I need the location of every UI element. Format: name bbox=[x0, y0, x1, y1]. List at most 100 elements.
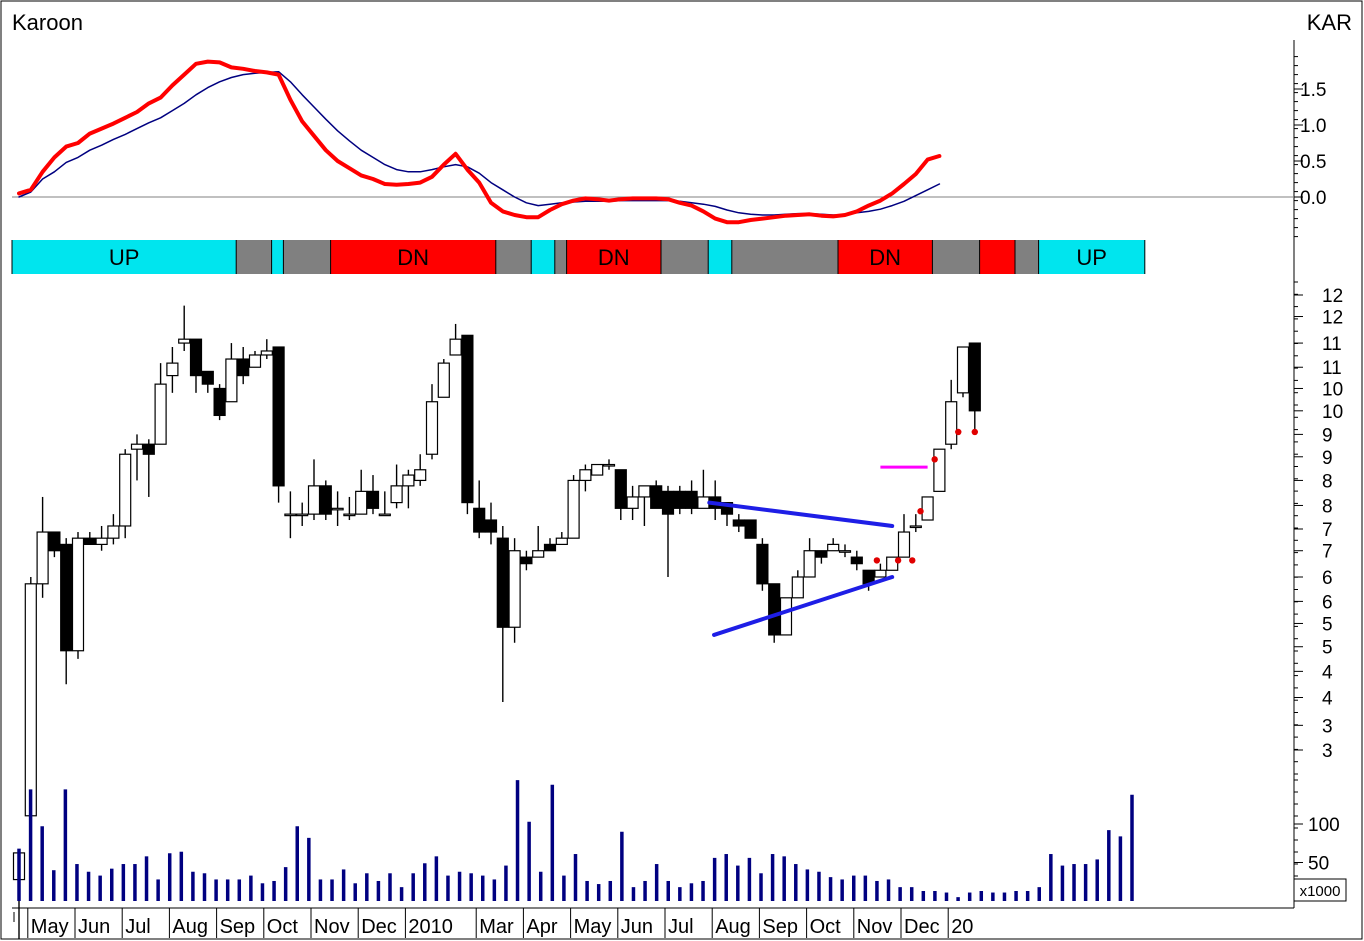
candle-down bbox=[673, 490, 686, 509]
x-axis-label: Jul bbox=[125, 916, 151, 938]
trend-segment-neutral bbox=[554, 240, 567, 274]
candle-down bbox=[496, 537, 509, 628]
candle-up bbox=[838, 550, 852, 553]
candle-down bbox=[237, 358, 250, 377]
candle-up bbox=[602, 463, 616, 467]
x-axis-label: Jul bbox=[668, 916, 694, 938]
x-axis-label: May bbox=[31, 916, 69, 938]
trend-band-panel: UP DN DN DN UP bbox=[11, 240, 1146, 274]
trend-segment-dn bbox=[838, 240, 933, 274]
price-tick-label: 10 bbox=[1322, 379, 1343, 400]
price-tick-label: 4 bbox=[1322, 662, 1333, 683]
price-tick-label: 9 bbox=[1322, 448, 1333, 469]
candle-up bbox=[956, 346, 970, 394]
x-axis-label: Aug bbox=[172, 916, 208, 938]
candle-up bbox=[296, 513, 309, 517]
price-tick-label: 12 bbox=[1322, 286, 1343, 307]
trend-segment-up bbox=[12, 240, 237, 274]
candle-up bbox=[355, 490, 368, 515]
signal-dot bbox=[955, 428, 962, 436]
signal-dot bbox=[873, 557, 881, 564]
price-tick-label: 4 bbox=[1322, 688, 1333, 709]
candle-down bbox=[614, 469, 627, 509]
candle-up bbox=[119, 453, 132, 527]
x-axis-label: 20 bbox=[951, 916, 973, 938]
price-tick-label: 3 bbox=[1322, 741, 1333, 762]
candle-up bbox=[508, 550, 521, 628]
price-tick-label: 6 bbox=[1322, 568, 1333, 589]
price-tick-label: 5 bbox=[1322, 638, 1333, 659]
candle-up bbox=[791, 576, 804, 599]
x-axis-label: Oct bbox=[810, 916, 842, 938]
candle-down bbox=[744, 519, 757, 539]
candle-down bbox=[720, 501, 734, 515]
candle-up bbox=[225, 358, 238, 403]
candle-up bbox=[921, 496, 934, 521]
candle-down bbox=[48, 531, 61, 552]
price-tick-label: 7 bbox=[1322, 520, 1333, 541]
candle-up bbox=[437, 362, 450, 398]
trend-segment-dn bbox=[566, 240, 661, 274]
price-tick-label: 5 bbox=[1322, 614, 1333, 635]
osc-tick-label: 1.0 bbox=[1300, 116, 1326, 137]
candle-up bbox=[402, 474, 415, 487]
price-tick-label: 11 bbox=[1322, 334, 1342, 355]
candle-up bbox=[24, 583, 37, 817]
candle-down bbox=[732, 519, 745, 527]
candle-up bbox=[874, 569, 887, 578]
candle-up bbox=[178, 338, 191, 344]
candle-down bbox=[60, 543, 73, 652]
candle-up bbox=[803, 550, 816, 578]
x-axis-label: Dec bbox=[361, 916, 397, 938]
candle-up bbox=[933, 448, 946, 492]
candle-down bbox=[968, 342, 981, 412]
trend-label: DN bbox=[598, 245, 630, 270]
candle-up bbox=[909, 525, 922, 529]
candle-down bbox=[272, 346, 285, 487]
osc-series-line-0 bbox=[17, 59, 942, 225]
x-axis-label: 2010 bbox=[408, 916, 453, 938]
candle-up bbox=[897, 531, 911, 558]
candle-up bbox=[154, 383, 167, 445]
price-tick-label: 8 bbox=[1322, 496, 1333, 517]
x-axis-label: Nov bbox=[857, 916, 893, 938]
volume-unit-box bbox=[1293, 878, 1347, 902]
x-axis-label: Sep bbox=[220, 916, 256, 938]
trend-segment-neutral bbox=[661, 240, 709, 274]
candle-up bbox=[260, 350, 273, 356]
trend-segment-neutral bbox=[932, 240, 980, 274]
trend-segment-dn bbox=[330, 240, 496, 274]
trend-label: UP bbox=[1076, 245, 1107, 270]
candle-up bbox=[579, 469, 592, 482]
candle-down bbox=[319, 485, 332, 515]
volume-tick-label: 50 bbox=[1308, 854, 1329, 875]
osc-tick-label: 0.5 bbox=[1300, 152, 1326, 173]
x-axis-label: Mar bbox=[479, 916, 514, 938]
trend-segment-neutral bbox=[1015, 240, 1039, 274]
price-tick-label: 11 bbox=[1322, 358, 1342, 379]
candle-up bbox=[130, 443, 144, 450]
price-tick-label: 12 bbox=[1322, 308, 1343, 329]
candle-down bbox=[142, 443, 155, 455]
candle-up bbox=[449, 338, 462, 356]
chart-symbol: KAR bbox=[1307, 10, 1352, 35]
candle-up bbox=[307, 485, 321, 515]
osc-tick-label: 1.5 bbox=[1300, 80, 1326, 101]
candle-down bbox=[366, 490, 380, 509]
x-axis-label: Aug bbox=[715, 916, 751, 938]
candle-down bbox=[461, 334, 474, 504]
candle-up bbox=[638, 485, 651, 498]
volume-panel: 100 50 x1000 bbox=[17, 779, 1347, 902]
candle-down bbox=[768, 583, 781, 636]
trend-segment-neutral bbox=[236, 240, 272, 274]
candle-up bbox=[532, 550, 545, 558]
candle-down bbox=[473, 507, 486, 533]
x-axis: May Jun Jul Aug Sep Oct Nov Dec 2010 Mar Apr May Jun… bbox=[12, 907, 1294, 938]
trend-segment-up bbox=[1038, 240, 1145, 274]
signal-dot bbox=[931, 456, 938, 463]
x-axis-label: May bbox=[574, 916, 612, 938]
candle-up bbox=[591, 463, 604, 476]
candle-down bbox=[850, 556, 863, 565]
